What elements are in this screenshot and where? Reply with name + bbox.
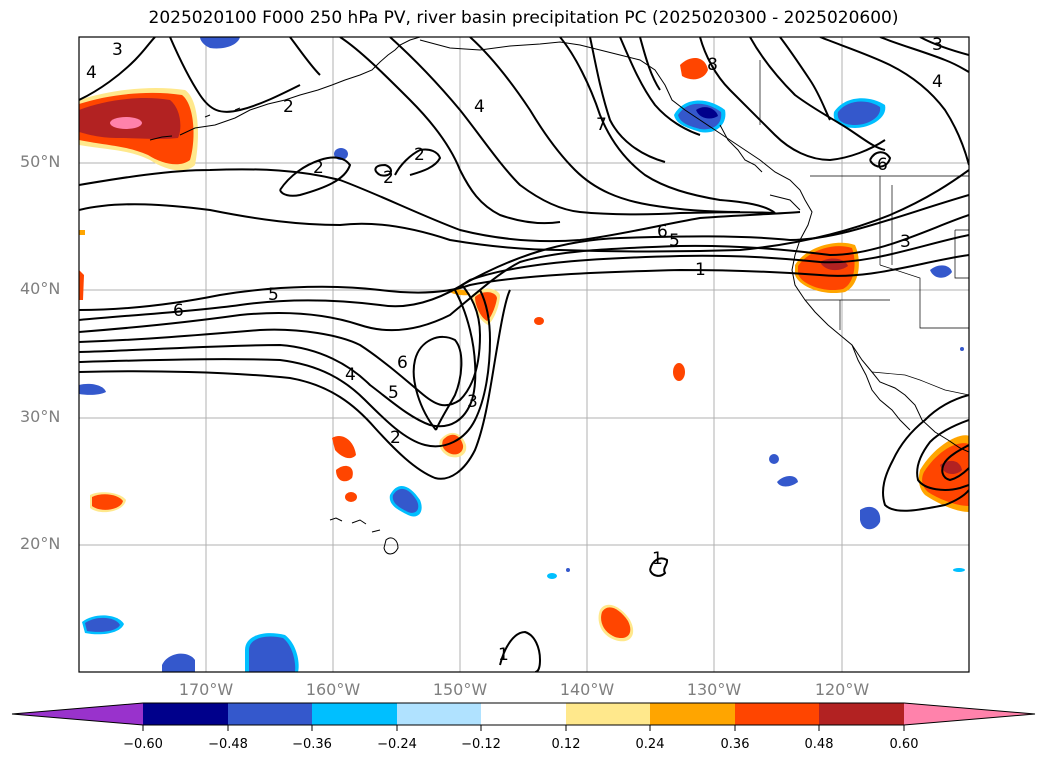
gridlines [79,37,969,672]
contour-label: 4 [345,365,356,385]
colorbar-segment [228,703,312,725]
colorbar-tick-label: −0.24 [377,737,417,752]
contour-label: 8 [707,55,718,75]
colorbar-segment [819,703,904,725]
contour-label: 3 [467,392,478,412]
lon-label: 130°W [686,680,742,699]
contour-label: 3 [900,232,911,252]
contour-label: 1 [652,549,663,569]
contour-label: 7 [596,115,607,135]
colorbar [11,702,1036,731]
contour-label: 3 [112,40,123,60]
lat-label: 50°N [20,152,61,171]
colorbar-tick-label: −0.12 [461,737,501,752]
colorbar-tick-label: 0.48 [804,737,834,752]
contour-label: 6 [877,155,888,175]
colorbar-extend-right [904,703,1035,725]
contour-label: 5 [388,383,399,403]
lon-label: 150°W [432,680,488,699]
coastlines [149,37,969,555]
contour-label: 2 [414,145,425,165]
contour-label: 5 [268,285,279,305]
contour-label: 2 [313,158,324,178]
contour-label: 4 [474,97,485,117]
contour-label: 6 [173,301,184,321]
map-background [79,37,969,672]
colorbar-segment [312,703,397,725]
colorbar-segment [566,703,650,725]
lon-label: 120°W [814,680,870,699]
colorbar-segment [143,703,228,725]
contour-label: 2 [390,428,401,448]
contour-labels: 3 4 2 4 7 8 3 4 2 2 2 6 6 5 1 3 5 6 6 4 … [86,35,943,665]
lat-label: 30°N [20,407,61,426]
contour-label: 6 [397,353,408,373]
contour-label: 4 [932,72,943,92]
colorbar-tick-label: 0.24 [635,737,665,752]
map-frame [78,36,970,673]
lon-label: 140°W [559,680,615,699]
lon-label: 160°W [305,680,361,699]
colorbar-tick-label: −0.36 [292,737,332,752]
borders [759,60,969,396]
colorbar-segment [735,703,819,725]
lat-label: 40°N [20,279,61,298]
colorbar-tick-label: −0.48 [208,737,248,752]
colorbar-tick-label: 0.60 [889,737,919,752]
max-precip-spot [110,117,142,129]
contour-label: 6 [657,222,668,242]
contour-label: 1 [498,645,509,665]
contour-label: 2 [283,97,294,117]
colorbar-tick-label: 0.36 [720,737,750,752]
lat-label: 20°N [20,534,61,553]
contour-label: 1 [695,260,706,280]
colorbar-segment [650,703,735,725]
colorbar-extend-left [12,703,143,725]
lon-label: 170°W [178,680,234,699]
pv-contours [79,37,969,672]
colorbar-tick-label: 0.12 [551,737,581,752]
colorbar-segment [481,703,566,725]
contour-label: 3 [932,35,943,55]
contour-label: 2 [383,168,394,188]
colorbar-tick-label: −0.60 [123,737,163,752]
contour-label: 4 [86,63,97,83]
colorbar-segment [397,703,481,725]
contour-label: 5 [669,231,680,251]
figure-title: 2025020100 F000 250 hPa PV, river basin … [148,8,899,28]
